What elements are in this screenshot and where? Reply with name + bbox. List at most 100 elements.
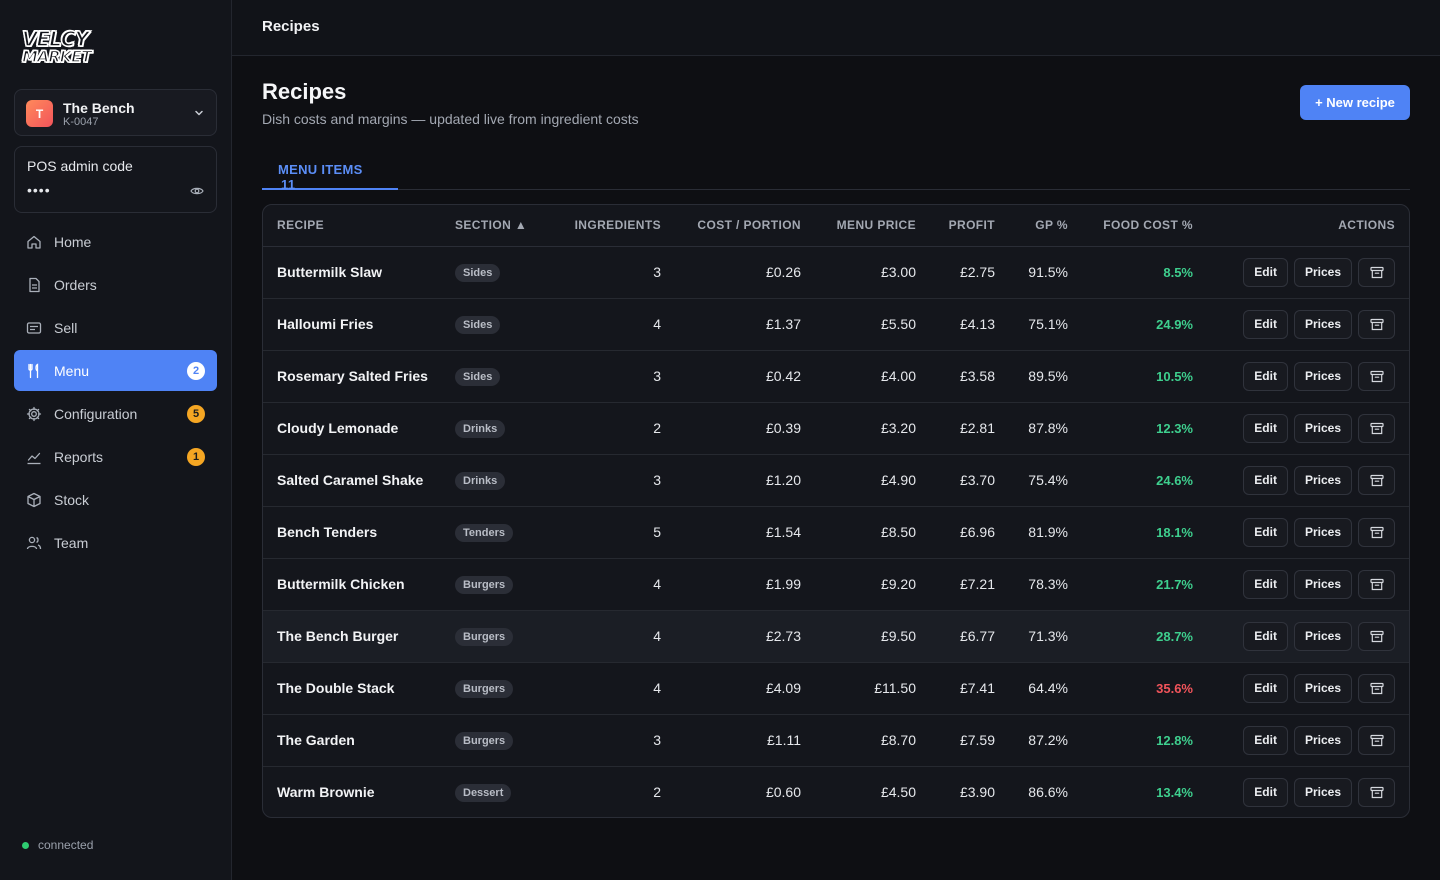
archive-button[interactable] bbox=[1358, 569, 1395, 599]
new-recipe-button[interactable]: + New recipe bbox=[1300, 85, 1410, 120]
profit: £6.77 bbox=[959, 628, 995, 644]
connection-status-label: connected bbox=[38, 838, 94, 852]
profit: £3.58 bbox=[959, 368, 995, 384]
cost-per-portion: £1.54 bbox=[765, 524, 801, 540]
prices-button[interactable]: Prices bbox=[1293, 413, 1352, 443]
sidebar-item-reports[interactable]: Reports 1 bbox=[14, 436, 217, 477]
edit-button[interactable]: Edit bbox=[1243, 517, 1288, 547]
section-cell: Drinks bbox=[455, 402, 547, 454]
sidebar-item-sell[interactable]: Sell bbox=[14, 307, 217, 348]
prices-button[interactable]: Prices bbox=[1293, 621, 1352, 651]
edit-button[interactable]: Edit bbox=[1243, 673, 1288, 703]
ingredients-count: 4 bbox=[653, 628, 661, 644]
prices-button[interactable]: Prices bbox=[1293, 361, 1352, 391]
row-actions: Edit Prices bbox=[1193, 506, 1409, 558]
table-row[interactable]: Rosemary Salted Fries Sides 3 £0.42 £4.00 £3.… bbox=[263, 350, 1409, 402]
gear-icon bbox=[26, 406, 42, 421]
table-row[interactable]: Salted Caramel Shake Drinks 3 £1.20 £4.90 £3.… bbox=[263, 454, 1409, 506]
brand-logo[interactable]: VELCY MARKET bbox=[21, 26, 94, 70]
status-dot-icon bbox=[22, 841, 29, 849]
edit-button[interactable]: Edit bbox=[1243, 465, 1288, 495]
menu-price: £9.20 bbox=[880, 576, 916, 592]
table-row[interactable]: Halloumi Fries Sides 4 £1.37 £5.50 £4.13 75.1%… bbox=[263, 298, 1409, 350]
archive-button[interactable] bbox=[1358, 413, 1395, 443]
configuration-count-badge: 5 bbox=[187, 405, 205, 423]
table-row[interactable]: Cloudy Lemonade Drinks 2 £0.39 £3.20 £2.81 87.… bbox=[263, 402, 1409, 454]
table-row[interactable]: The Double Stack Burgers 4 £4.09 £11.50 £7.41… bbox=[263, 662, 1409, 714]
table-row[interactable]: Bench Tenders Tenders 5 £1.54 £8.50 £6.96 81.9… bbox=[263, 506, 1409, 558]
archive-button[interactable] bbox=[1358, 361, 1395, 391]
archive-icon bbox=[1369, 526, 1384, 538]
header-cost-portion[interactable]: COST / PORTION bbox=[661, 205, 801, 247]
pos-admin-code-label: POS admin code bbox=[27, 158, 133, 174]
food-cost-percent: 10.5% bbox=[1156, 368, 1193, 384]
edit-button[interactable]: Edit bbox=[1243, 413, 1288, 443]
sidebar-item-orders[interactable]: Orders bbox=[14, 264, 217, 305]
header-ingredients[interactable]: INGREDIENTS bbox=[547, 205, 661, 247]
header-profit[interactable]: PROFIT bbox=[916, 205, 995, 247]
edit-button[interactable]: Edit bbox=[1243, 777, 1288, 807]
header-menu-price[interactable]: MENU PRICE bbox=[801, 205, 916, 247]
gp-percent: 86.6% bbox=[1028, 784, 1068, 801]
prices-button[interactable]: Prices bbox=[1293, 725, 1352, 755]
archive-icon bbox=[1369, 734, 1384, 746]
archive-button[interactable] bbox=[1358, 465, 1395, 495]
gp-percent: 81.9% bbox=[1028, 524, 1068, 540]
prices-button[interactable]: Prices bbox=[1293, 465, 1352, 495]
archive-icon bbox=[1369, 786, 1384, 798]
profit: £3.70 bbox=[959, 472, 995, 488]
sidebar: VELCY MARKET T The Bench K-0047 POS admi… bbox=[0, 0, 232, 880]
sidebar-item-team[interactable]: Team bbox=[14, 522, 217, 563]
table-row[interactable]: Buttermilk Chicken Burgers 4 £1.99 £9.20 £7.2… bbox=[263, 558, 1409, 610]
ingredients-count: 3 bbox=[653, 368, 661, 384]
table-row[interactable]: The Bench Burger Burgers 4 £2.73 £9.50 £6.77 7… bbox=[263, 610, 1409, 662]
venue-code: K-0047 bbox=[63, 116, 99, 128]
prices-button[interactable]: Prices bbox=[1293, 309, 1352, 339]
sidebar-item-configuration[interactable]: Configuration 5 bbox=[14, 393, 217, 434]
archive-button[interactable] bbox=[1358, 621, 1395, 651]
table-row[interactable]: Warm Brownie Dessert 2 £0.60 £4.50 £3.90 86.6%… bbox=[263, 766, 1409, 817]
header-recipe[interactable]: RECIPE bbox=[263, 205, 455, 247]
food-cost-percent: 8.5% bbox=[1163, 264, 1193, 280]
food-cost-percent: 13.4% bbox=[1156, 784, 1193, 800]
row-actions: Edit Prices bbox=[1193, 350, 1409, 402]
sidebar-item-home[interactable]: Home bbox=[14, 221, 217, 262]
tab-menu-items[interactable]: MENU ITEMS 11 bbox=[262, 150, 398, 192]
archive-button[interactable] bbox=[1358, 309, 1395, 339]
edit-button[interactable]: Edit bbox=[1243, 309, 1288, 339]
profit: £6.96 bbox=[959, 524, 995, 540]
table-row[interactable]: Buttermilk Slaw Sides 3 £0.26 £3.00 £2.75 91.5… bbox=[263, 246, 1409, 298]
archive-button[interactable] bbox=[1358, 673, 1395, 703]
section-cell: Burgers bbox=[455, 558, 547, 610]
archive-button[interactable] bbox=[1358, 257, 1395, 287]
table-row[interactable]: The Garden Burgers 3 £1.11 £8.70 £7.59 87.2% 12… bbox=[263, 714, 1409, 766]
pos-admin-code-value: •••• bbox=[27, 182, 51, 198]
sidebar-item-label: Stock bbox=[54, 491, 90, 508]
profit: £2.81 bbox=[959, 420, 995, 436]
header-section[interactable]: SECTION ▲ bbox=[455, 205, 547, 247]
archive-button[interactable] bbox=[1358, 517, 1395, 547]
edit-button[interactable]: Edit bbox=[1243, 725, 1288, 755]
prices-button[interactable]: Prices bbox=[1293, 569, 1352, 599]
prices-button[interactable]: Prices bbox=[1293, 517, 1352, 547]
header-gp[interactable]: GP % bbox=[995, 205, 1068, 247]
sidebar-item-stock[interactable]: Stock bbox=[14, 479, 217, 520]
edit-button[interactable]: Edit bbox=[1243, 361, 1288, 391]
recipe-name: Buttermilk Slaw bbox=[277, 264, 383, 280]
prices-button[interactable]: Prices bbox=[1293, 777, 1352, 807]
section-cell: Burgers bbox=[455, 610, 547, 662]
header-food-cost[interactable]: FOOD COST % bbox=[1068, 205, 1193, 247]
edit-button[interactable]: Edit bbox=[1243, 621, 1288, 651]
venue-switcher[interactable]: T The Bench K-0047 bbox=[14, 89, 217, 136]
archive-button[interactable] bbox=[1358, 777, 1395, 807]
prices-button[interactable]: Prices bbox=[1293, 673, 1352, 703]
food-cost-percent: 18.1% bbox=[1156, 524, 1193, 540]
cost-per-portion: £0.60 bbox=[765, 784, 801, 801]
eye-icon[interactable] bbox=[190, 185, 204, 197]
menu-price: £4.00 bbox=[880, 368, 916, 384]
edit-button[interactable]: Edit bbox=[1243, 569, 1288, 599]
prices-button[interactable]: Prices bbox=[1293, 257, 1352, 287]
edit-button[interactable]: Edit bbox=[1243, 257, 1288, 287]
archive-button[interactable] bbox=[1358, 725, 1395, 755]
sidebar-item-menu[interactable]: Menu 2 bbox=[14, 350, 217, 391]
